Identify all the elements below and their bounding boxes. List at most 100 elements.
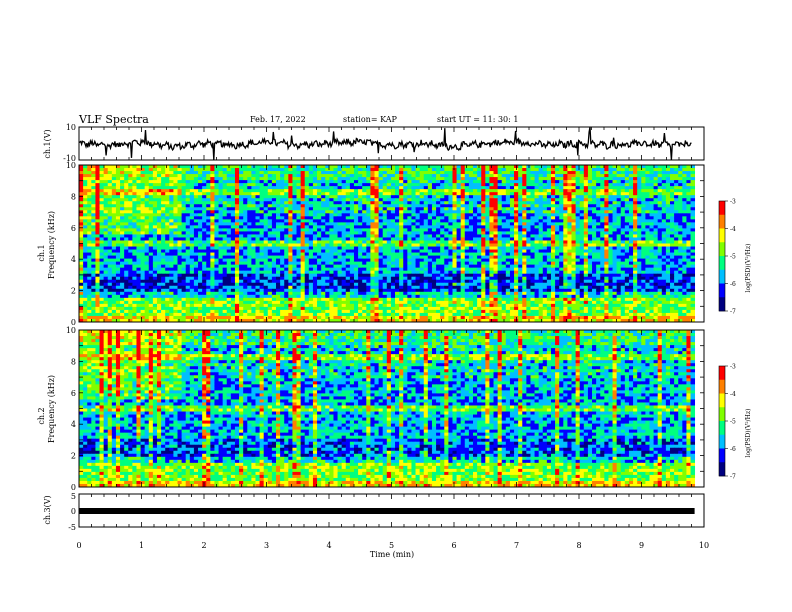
spectrogram-cell: [239, 237, 244, 241]
spectrogram-cell: [608, 258, 613, 263]
spectrogram-cell: [210, 243, 215, 247]
spectrogram-cell: [124, 207, 129, 211]
spectrogram-cell: [349, 201, 355, 205]
spectrogram-cell: [665, 225, 671, 229]
spectrogram-cell: [665, 243, 671, 247]
spectrogram-cell: [473, 234, 478, 238]
spectrogram-cell: [152, 207, 158, 211]
spectrogram-cell: [620, 225, 626, 229]
spectrogram-cell: [124, 216, 129, 220]
spectrogram-cell: [665, 207, 671, 211]
spectrogram-cell: [468, 258, 474, 263]
spectrogram-cell: [431, 207, 437, 211]
spectrogram-cell: [267, 219, 273, 223]
spectrogram-cell: [546, 210, 552, 214]
spectrogram-cell: [358, 228, 363, 232]
spectrogram-cell: [395, 180, 400, 184]
spectrogram-cell: [534, 249, 540, 253]
spectrogram-cell: [280, 228, 285, 232]
spectrogram-cell: [317, 180, 322, 184]
spectrogram-cell: [79, 231, 84, 235]
spectrogram-cell: [148, 228, 154, 232]
spectrogram-cell: [637, 231, 642, 235]
spectrogram-cell: [423, 180, 429, 184]
spectrogram-cell: [567, 228, 572, 232]
spectrogram-cell: [95, 222, 100, 226]
spectrogram-cell: [386, 210, 392, 214]
spectrogram-cell: [587, 201, 593, 205]
spectrogram-cell: [382, 234, 388, 238]
spectrogram-cell: [395, 204, 400, 208]
spectrogram-cell: [276, 234, 281, 238]
spectrogram-cell: [296, 210, 302, 214]
spectrogram-cell: [571, 177, 576, 181]
spectrogram-cell: [374, 261, 379, 266]
spectrogram-cell: [579, 222, 585, 226]
spectrogram-cell: [255, 228, 260, 232]
spectrogram-cell: [148, 237, 154, 241]
spectrogram-cell: [247, 258, 252, 263]
spectrogram-cell: [292, 243, 297, 247]
spectrogram-cell: [124, 165, 129, 169]
spectrogram-cell: [419, 171, 425, 175]
spectrogram-cell: [374, 207, 379, 211]
spectrogram-cell: [378, 261, 384, 266]
spectrogram-cell: [255, 189, 260, 193]
spectrogram-cell: [403, 222, 408, 226]
spectrogram-cell: [312, 222, 318, 226]
spectrogram-cell: [206, 204, 211, 208]
spectrogram-cell: [522, 201, 527, 205]
spectrogram-cell: [267, 231, 273, 235]
spectrogram-cell: [382, 174, 388, 178]
spectrogram-cell: [276, 192, 281, 196]
spectrogram-cell: [292, 201, 297, 205]
spectrogram-cell: [497, 177, 503, 181]
spectrogram-cell: [99, 207, 105, 211]
spectrogram-cell: [177, 177, 182, 181]
spectrogram-cell: [596, 255, 601, 259]
spectrogram-cell: [202, 228, 207, 232]
spectrogram-cell: [436, 225, 441, 229]
spectrogram-cell: [144, 249, 150, 253]
spectrogram-cell: [583, 225, 589, 229]
spectrogram-cell: [161, 258, 166, 263]
spectrogram-cell: [156, 192, 162, 196]
spectrogram-cell: [103, 240, 109, 244]
spectrogram-cell: [222, 168, 228, 172]
spectrogram-cell: [120, 204, 125, 208]
spectrogram-cell: [120, 177, 125, 181]
spectrogram-cell: [95, 210, 100, 214]
spectrogram-cell: [83, 204, 88, 208]
spectrogram-cell: [120, 258, 125, 263]
spectrogram-cell: [649, 177, 654, 181]
spectrogram-cell: [518, 219, 523, 223]
spectrogram-cell: [579, 237, 585, 241]
spectrogram-cell: [349, 222, 355, 226]
spectrogram-cell: [571, 165, 576, 169]
spectrogram-cell: [612, 252, 618, 256]
spectrogram-cell: [329, 216, 334, 220]
spectrogram-cell: [686, 195, 691, 199]
spectrogram-cell: [382, 249, 388, 253]
spectrogram-cell: [661, 249, 667, 253]
spectrogram-cell: [534, 258, 540, 263]
spectrogram-cell: [226, 219, 232, 223]
spectrogram-cell: [329, 186, 334, 190]
spectrogram-cell: [386, 219, 392, 223]
spectrogram-cell: [386, 201, 392, 205]
spectrogram-cell: [345, 261, 351, 266]
spectrogram-cell: [460, 243, 466, 247]
spectrogram-cell: [415, 210, 421, 214]
spectrogram-cell: [87, 219, 92, 223]
spectrogram-cell: [189, 201, 195, 205]
spectrogram-cell: [641, 213, 646, 217]
spectrogram-cell: [604, 216, 609, 220]
spectrogram-cell: [661, 180, 667, 184]
spectrogram-cell: [280, 258, 285, 263]
spectrogram-cell: [230, 222, 236, 226]
spectrogram-cell: [653, 165, 659, 169]
spectrogram-cell: [641, 204, 646, 208]
spectrogram-cell: [390, 225, 396, 229]
spectrogram-cell: [542, 219, 548, 223]
spectrogram-cell: [670, 198, 675, 202]
